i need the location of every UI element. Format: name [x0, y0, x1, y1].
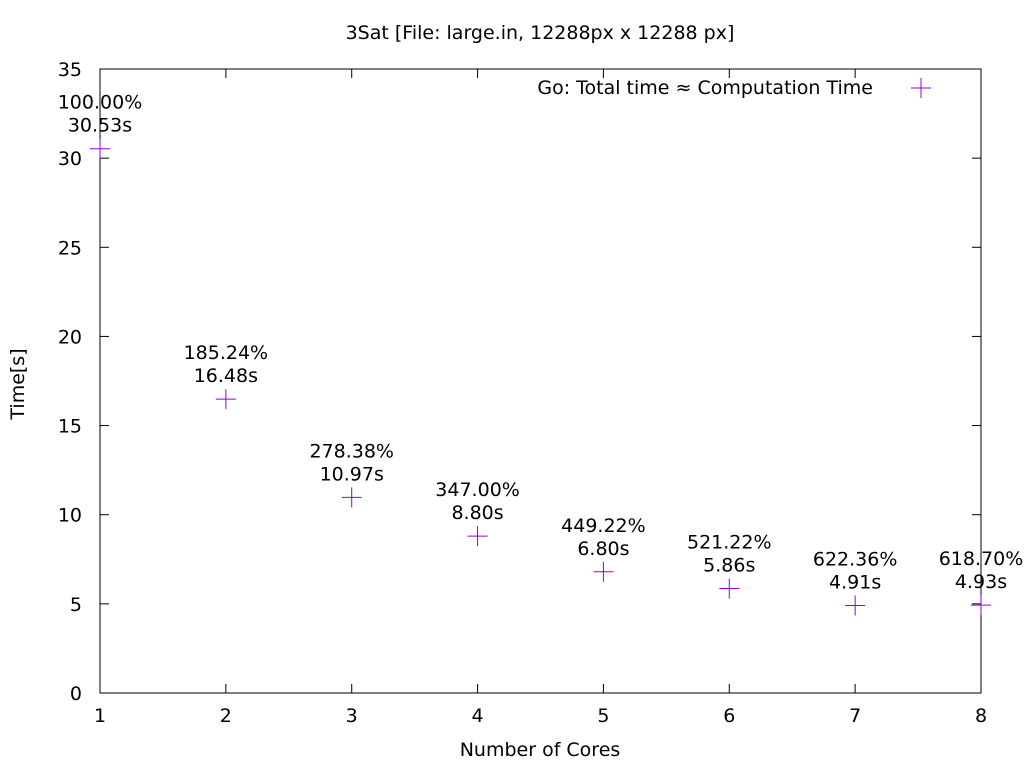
chart-title: 3Sat [File: large.in, 12288px x 12288 px… [346, 22, 735, 44]
y-tick-label: 30 [58, 148, 82, 170]
x-axis-label: Number of Cores [460, 739, 621, 761]
data-label-time: 10.97s [320, 463, 384, 485]
data-point [215, 389, 236, 410]
legend: Go: Total time ≈ Computation Time [537, 77, 931, 99]
data-point [90, 138, 110, 159]
x-tick-label: 6 [723, 705, 735, 727]
data-point [719, 578, 740, 599]
data-label-percent: 521.22% [687, 532, 772, 554]
x-tick-label: 1 [94, 705, 106, 727]
legend-entry-label: Go: Total time ≈ Computation Time [537, 77, 873, 99]
y-axis-label: Time[s] [7, 348, 29, 420]
data-label-time: 4.91s [829, 571, 881, 593]
y-tick-label: 5 [70, 594, 82, 616]
data-label-percent: 618.70% [939, 548, 1024, 570]
data-label-time: 30.53s [68, 115, 132, 137]
legend-marker-symbol [911, 78, 931, 98]
x-tick-label: 4 [472, 705, 484, 727]
data-label-time: 4.93s [955, 571, 1007, 593]
y-tick-label: 25 [58, 237, 82, 259]
y-tick-label: 15 [58, 416, 82, 438]
data-label-percent: 622.36% [813, 548, 898, 570]
plot-area [99, 68, 982, 694]
data-point [593, 561, 614, 582]
x-tick-label: 3 [346, 705, 358, 727]
data-label-time: 16.48s [194, 365, 258, 387]
data-label-time: 5.86s [703, 555, 755, 577]
y-tick-label: 20 [58, 326, 82, 348]
data-label-percent: 278.38% [309, 440, 394, 462]
y-tick-label: 0 [70, 683, 82, 705]
data-label-time: 8.80s [451, 502, 503, 524]
data-point [341, 487, 362, 508]
data-point [467, 526, 488, 547]
axis-ticks: 0 5 10 15 20 25 30 35 1 2 3 4 5 6 7 8 [58, 59, 987, 727]
data-label-percent: 185.24% [184, 342, 269, 364]
x-tick-label: 7 [849, 705, 861, 727]
plot-border [99, 68, 982, 694]
legend-marker [911, 78, 931, 98]
y-tick-label: 10 [58, 505, 82, 527]
x-tick-label: 2 [220, 705, 232, 727]
data-labels: 100.00%30.53s 185.24%16.48s 278.38%10.97s 3… [58, 92, 1024, 594]
data-label-percent: 449.22% [561, 515, 646, 537]
x-tick-label: 8 [975, 705, 987, 727]
y-tick-label: 35 [58, 59, 82, 81]
data-point [845, 595, 866, 616]
data-label-percent: 347.00% [435, 479, 520, 501]
data-label-time: 6.80s [577, 538, 629, 560]
data-points [90, 138, 991, 616]
data-label-percent: 100.00% [58, 92, 143, 114]
x-tick-label: 5 [597, 705, 609, 727]
data-point [971, 595, 991, 616]
